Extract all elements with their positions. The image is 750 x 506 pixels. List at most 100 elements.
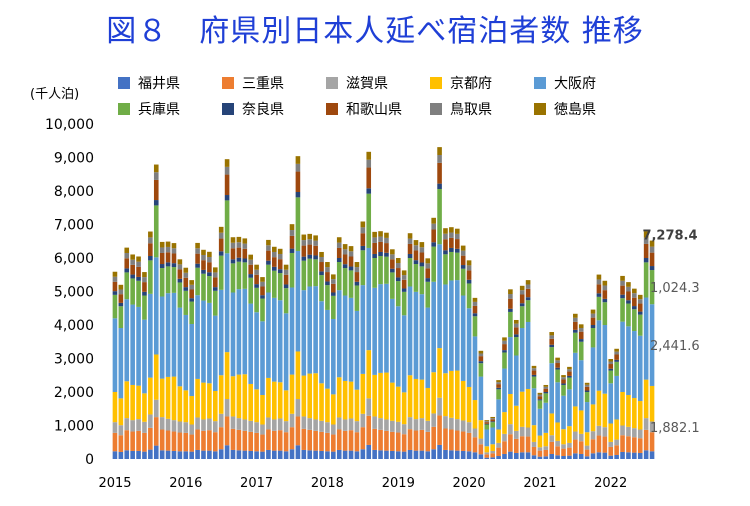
- bar-segment: [472, 400, 478, 429]
- bar-segment: [313, 255, 318, 260]
- bar-segment: [395, 306, 401, 387]
- bar-segment: [165, 246, 171, 253]
- bar-segment: [584, 384, 590, 387]
- bar-segment: [596, 390, 602, 426]
- bar-segment: [165, 266, 171, 294]
- bar-segment: [177, 432, 183, 452]
- bar-segment: [614, 439, 619, 446]
- bar-segment: [195, 267, 200, 296]
- bar-segment: [248, 277, 253, 304]
- bar-segment: [626, 436, 631, 453]
- bar-segment: [531, 376, 537, 389]
- bar-segment: [336, 377, 342, 418]
- bar-segment: [378, 241, 383, 252]
- bar-segment: [260, 286, 265, 296]
- bar-segment: [171, 420, 177, 432]
- bar-segment: [319, 275, 324, 302]
- bar-segment: [130, 450, 135, 459]
- bar-segment: [148, 414, 153, 428]
- bar-segment: [301, 256, 307, 261]
- bar-segment: [366, 444, 372, 459]
- bar-segment: [236, 289, 242, 375]
- bar-segment: [425, 451, 431, 459]
- bar-segment: [313, 373, 318, 420]
- bar-segment: [331, 292, 336, 296]
- bar-segment: [519, 426, 525, 437]
- bar-segment: [508, 311, 513, 338]
- bar-segment: [490, 457, 495, 459]
- bar-segment: [514, 334, 519, 338]
- bar-segment: [331, 434, 336, 452]
- bar-segment: [177, 264, 183, 270]
- bar-segment: [378, 251, 383, 256]
- bar-segment: [171, 243, 177, 249]
- bar-segment: [549, 453, 555, 459]
- bar-segment: [390, 254, 395, 260]
- bar-segment: [159, 247, 165, 253]
- bar-segment: [313, 245, 318, 256]
- bar-segment: [336, 242, 342, 248]
- bar-segment: [549, 363, 555, 414]
- bar-segment: [514, 337, 519, 356]
- bar-segment: [632, 331, 637, 399]
- bar-segment: [260, 434, 265, 452]
- bar-segment: [366, 188, 372, 194]
- bar-segment: [460, 255, 466, 266]
- bar-segment: [171, 376, 177, 421]
- bar-segment: [289, 230, 295, 236]
- bar-segment: [425, 420, 431, 432]
- bar-segment: [277, 269, 283, 274]
- bar-segment: [508, 434, 513, 452]
- legend-item: 鳥取県: [430, 102, 492, 118]
- bar-segment: [519, 290, 525, 295]
- bar-segment: [254, 274, 259, 285]
- bar-segment: [608, 455, 614, 459]
- bar-segment: [236, 236, 242, 243]
- bar-segment: [272, 419, 277, 431]
- bar-segment: [319, 262, 324, 272]
- bar-segment: [449, 429, 454, 451]
- bar-segment: [466, 265, 472, 271]
- bar-segment: [643, 243, 649, 258]
- bar-segment: [502, 344, 507, 351]
- bar-segment: [407, 233, 413, 239]
- bar-segment: [177, 269, 183, 279]
- bar-segment: [319, 301, 324, 384]
- y-tick-label: 8,000: [54, 184, 94, 200]
- bar-segment: [537, 450, 543, 457]
- legend-item: 三重県: [222, 76, 284, 92]
- bar-segment: [502, 412, 507, 434]
- annotation-label: 7,278.4: [642, 229, 697, 244]
- bar-segment: [124, 418, 130, 431]
- bar-segment: [395, 268, 401, 278]
- bar-segment: [325, 272, 330, 282]
- bar-segment: [153, 172, 159, 180]
- bar-segment: [502, 368, 507, 413]
- legend-item: 滋賀県: [326, 76, 388, 92]
- y-tick-label: 5,000: [54, 285, 94, 301]
- bar-segment: [277, 253, 283, 260]
- bar-segment: [195, 429, 200, 450]
- bar-segment: [171, 263, 177, 268]
- bar-segment: [307, 286, 313, 374]
- bar-segment: [649, 304, 655, 386]
- bar-segment: [514, 323, 519, 328]
- bar-segment: [649, 266, 655, 271]
- bar-segment: [195, 248, 200, 254]
- bar-segment: [596, 284, 602, 294]
- bar-segment: [561, 444, 566, 449]
- bar-segment: [325, 262, 330, 268]
- bar-segment: [514, 452, 519, 459]
- bar-segment: [260, 277, 265, 282]
- bar-segment: [555, 357, 560, 361]
- bar-segment: [454, 430, 460, 451]
- bar-segment: [283, 421, 289, 433]
- bar-segment: [307, 429, 313, 451]
- bar-segment: [590, 347, 596, 405]
- bar-segment: [248, 254, 253, 260]
- bar-segment: [543, 392, 549, 394]
- bar-segment: [342, 249, 348, 255]
- bar-segment: [195, 263, 200, 268]
- bar-segment: [112, 291, 118, 295]
- bar-segment: [578, 410, 584, 434]
